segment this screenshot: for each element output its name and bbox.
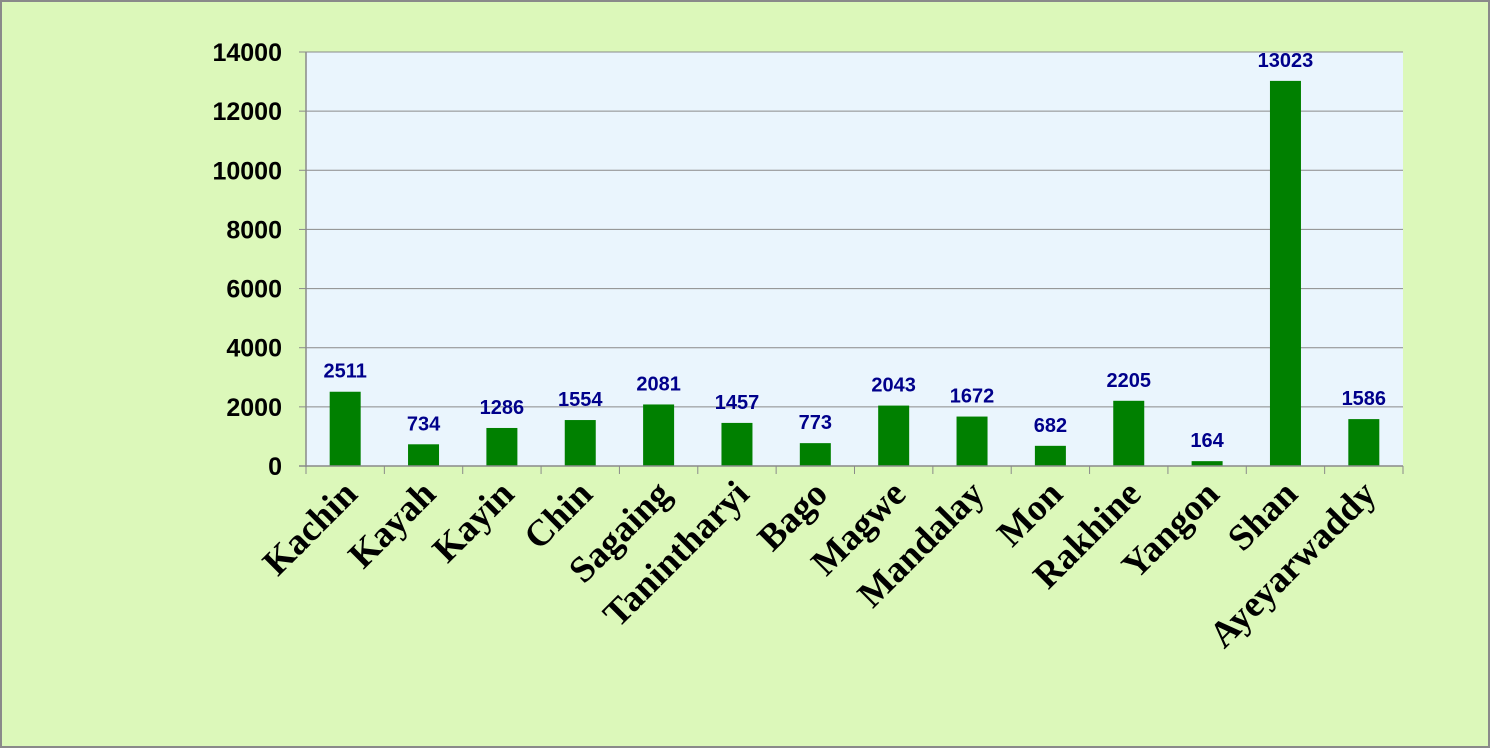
data-label: 773 <box>799 412 832 434</box>
plot-area <box>306 52 1403 466</box>
data-label: 164 <box>1190 430 1224 452</box>
x-category-label: Kayah <box>341 473 444 576</box>
bar <box>408 444 440 466</box>
bar <box>329 391 361 466</box>
bar <box>1191 461 1223 466</box>
bar <box>1034 445 1066 466</box>
gridlines <box>306 51 1403 408</box>
bar <box>1348 419 1380 466</box>
bar <box>956 416 988 466</box>
y-tick-label: 10000 <box>212 157 282 185</box>
y-tick-label: 12000 <box>212 98 282 126</box>
data-label: 734 <box>407 413 441 435</box>
data-label: 2043 <box>871 375 916 397</box>
bar <box>486 427 518 466</box>
data-label: 2205 <box>1107 370 1152 392</box>
y-tick-label: 8000 <box>226 216 282 244</box>
y-tick-label: 0 <box>268 453 282 481</box>
y-tick-label: 14000 <box>212 39 282 67</box>
data-label: 1672 <box>950 386 995 408</box>
bars <box>329 80 1380 466</box>
y-tick-label: 6000 <box>226 276 282 304</box>
y-tick-label: 4000 <box>226 335 282 363</box>
bar <box>643 404 675 466</box>
bar <box>878 405 910 466</box>
bar <box>1113 400 1145 466</box>
x-axis-category-labels: KachinKayahKayinChinSagaingTanintharyiBa… <box>255 473 1384 656</box>
x-category-label: Kayin <box>425 473 523 571</box>
data-label: 13023 <box>1258 50 1314 72</box>
x-category-label: Kachin <box>255 473 366 584</box>
axes <box>299 51 1404 474</box>
data-label: 1457 <box>715 392 760 414</box>
bar <box>1269 80 1301 466</box>
data-labels: 2511 734 1286 1554 2081 1457 773 2043 1672 682 220… <box>323 50 1386 452</box>
bar <box>799 443 831 466</box>
y-axis-tick-labels: 0 2000 4000 6000 8000 10000 12000 14000 <box>212 39 282 481</box>
data-label: 1554 <box>558 389 603 411</box>
data-label: 2081 <box>636 373 681 395</box>
plot-background <box>306 52 1403 466</box>
bar <box>564 420 596 466</box>
data-label: 2511 <box>323 361 366 383</box>
bar <box>721 422 753 466</box>
y-tick-label: 2000 <box>226 394 282 422</box>
data-label: 1586 <box>1342 388 1387 410</box>
data-label: 1286 <box>480 397 525 419</box>
data-label: 682 <box>1034 415 1067 437</box>
